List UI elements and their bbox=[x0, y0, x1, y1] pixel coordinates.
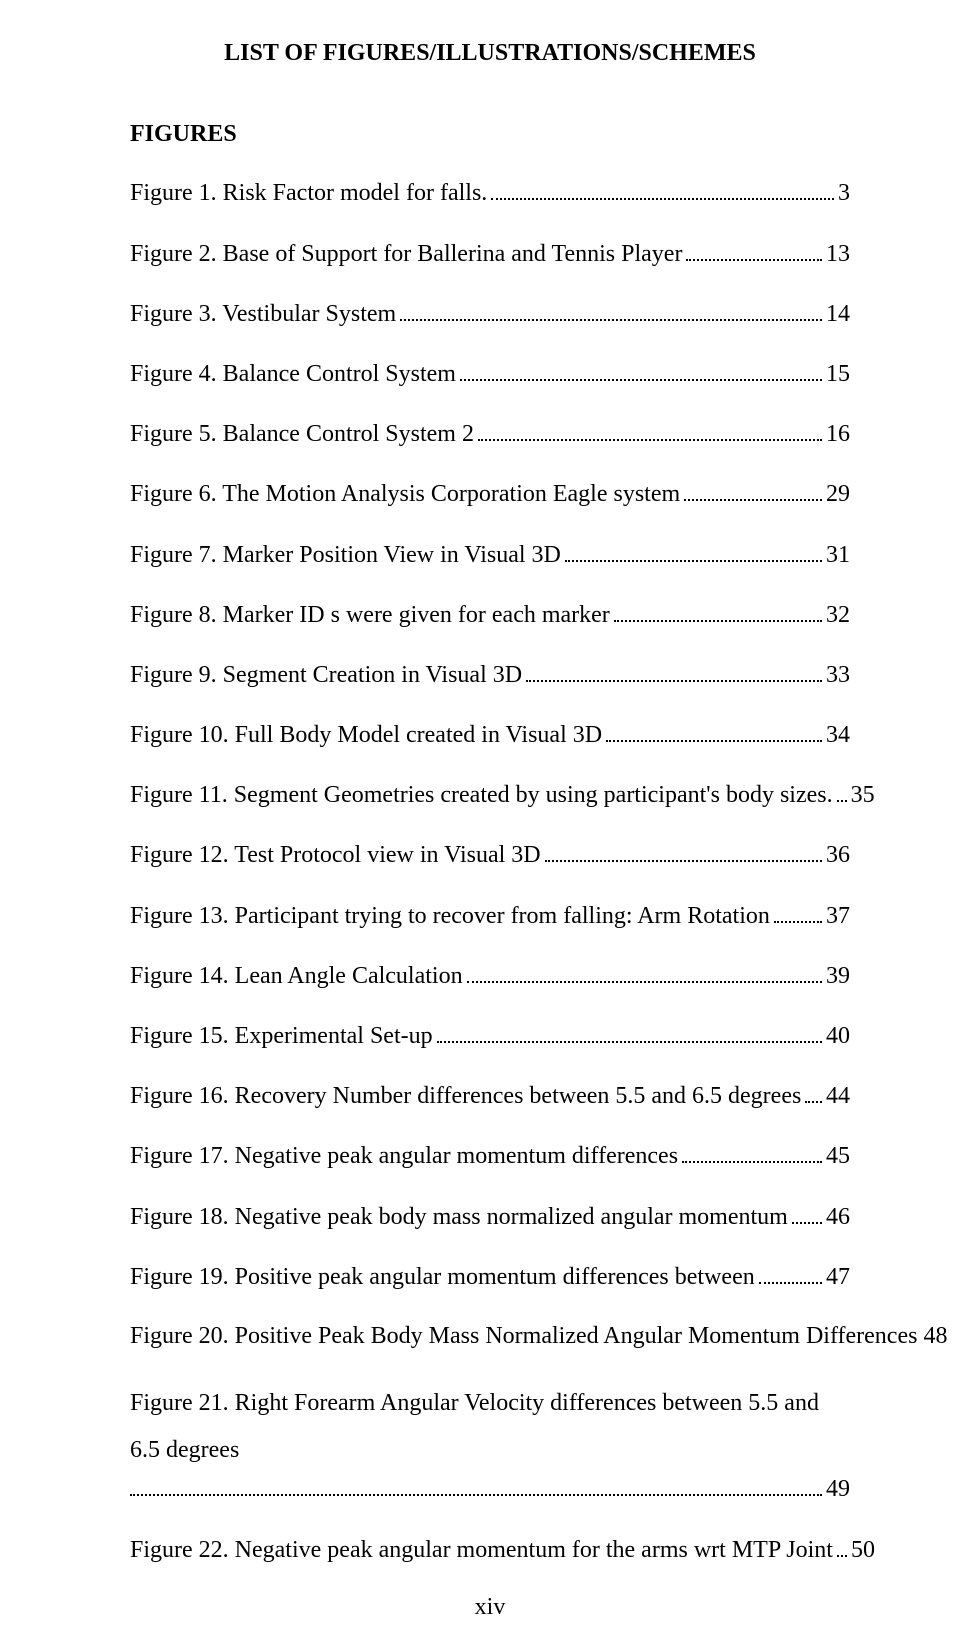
figure-page: 29 bbox=[826, 480, 850, 509]
figure-label: Figure 21. Right Forearm Angular Velocit… bbox=[130, 1380, 850, 1474]
leader-dots bbox=[684, 479, 822, 501]
section-heading: FIGURES bbox=[130, 121, 850, 148]
figure-label: Figure 11. Segment Geometries created by… bbox=[130, 781, 833, 810]
figure-page: 16 bbox=[826, 420, 850, 449]
list-item: Figure 13. Participant trying to recover… bbox=[130, 900, 850, 930]
page-container: LIST OF FIGURES/ILLUSTRATIONS/SCHEMES FI… bbox=[0, 0, 960, 1651]
figure-page: 33 bbox=[826, 661, 850, 690]
figure-page: 37 bbox=[826, 902, 850, 931]
list-item: Figure 7. Marker Position View in Visual… bbox=[130, 539, 850, 569]
leader-dots bbox=[565, 539, 822, 561]
list-item: Figure 14. Lean Angle Calculation 39 bbox=[130, 960, 850, 990]
list-item: Figure 2. Base of Support for Ballerina … bbox=[130, 238, 850, 268]
list-item: Figure 4. Balance Control System 15 bbox=[130, 359, 850, 389]
page-number: xiv bbox=[130, 1594, 850, 1621]
list-item: Figure 21. Right Forearm Angular Velocit… bbox=[130, 1380, 850, 1504]
list-item: Figure 9. Segment Creation in Visual 3D 3… bbox=[130, 660, 850, 690]
figure-page: 46 bbox=[826, 1203, 850, 1232]
figure-page: 49 bbox=[826, 1475, 850, 1504]
leader-dots bbox=[837, 780, 847, 802]
figure-label: Figure 19. Positive peak angular momentu… bbox=[130, 1263, 755, 1292]
leader-dots bbox=[805, 1081, 822, 1103]
leader-dots bbox=[478, 419, 822, 441]
figure-label: Figure 13. Participant trying to recover… bbox=[130, 902, 770, 931]
leader-dots bbox=[491, 178, 834, 200]
list-item: Figure 18. Negative peak body mass norma… bbox=[130, 1201, 850, 1231]
list-item: Figure 22. Negative peak angular momentu… bbox=[130, 1534, 850, 1564]
list-item: Figure 19. Positive peak angular momentu… bbox=[130, 1261, 850, 1291]
figure-page: 40 bbox=[826, 1022, 850, 1051]
list-item: Figure 12. Test Protocol view in Visual … bbox=[130, 840, 850, 870]
list-item: Figure 3. Vestibular System 14 bbox=[130, 298, 850, 328]
figure-page: 45 bbox=[826, 1142, 850, 1171]
leader-dots bbox=[686, 238, 822, 260]
figure-page: 50 bbox=[851, 1536, 875, 1565]
figure-label: Figure 1. Risk Factor model for falls. bbox=[130, 179, 487, 208]
leader-dots bbox=[130, 1474, 822, 1496]
leader-dots bbox=[437, 1021, 822, 1043]
figure-page: 39 bbox=[826, 962, 850, 991]
figure-page: 36 bbox=[826, 841, 850, 870]
leader-dots bbox=[460, 359, 822, 381]
figure-page: 31 bbox=[826, 541, 850, 570]
leader-dots bbox=[774, 900, 822, 922]
figure-label: Figure 15. Experimental Set-up bbox=[130, 1022, 433, 1051]
list-item: Figure 15. Experimental Set-up 40 bbox=[130, 1021, 850, 1051]
figure-page: 13 bbox=[826, 240, 850, 269]
leader-dots bbox=[545, 840, 822, 862]
figure-label: Figure 22. Negative peak angular momentu… bbox=[130, 1536, 833, 1565]
figure-label: Figure 5. Balance Control System 2 bbox=[130, 420, 474, 449]
figure-label: Figure 7. Marker Position View in Visual… bbox=[130, 541, 561, 570]
figure-label: Figure 14. Lean Angle Calculation bbox=[130, 962, 463, 991]
leader-dots bbox=[614, 599, 822, 621]
figure-label: Figure 12. Test Protocol view in Visual … bbox=[130, 841, 541, 870]
figure-label: Figure 6. The Motion Analysis Corporatio… bbox=[130, 480, 680, 509]
list-item: Figure 6. The Motion Analysis Corporatio… bbox=[130, 479, 850, 509]
figure-page: 47 bbox=[826, 1263, 850, 1292]
list-item: Figure 10. Full Body Model created in Vi… bbox=[130, 720, 850, 750]
figure-label: Figure 4. Balance Control System bbox=[130, 360, 456, 389]
figure-label: Figure 17. Negative peak angular momentu… bbox=[130, 1142, 678, 1171]
list-item: Figure 11. Segment Geometries created by… bbox=[130, 780, 850, 810]
page-title: LIST OF FIGURES/ILLUSTRATIONS/SCHEMES bbox=[130, 40, 850, 67]
leader-dots bbox=[759, 1261, 822, 1283]
figure-label: Figure 10. Full Body Model created in Vi… bbox=[130, 721, 602, 750]
figure-page: 32 bbox=[826, 601, 850, 630]
figure-label: Figure 18. Negative peak body mass norma… bbox=[130, 1203, 788, 1232]
figure-label: Figure 16. Recovery Number differences b… bbox=[130, 1082, 801, 1111]
figure-label: Figure 8. Marker ID s were given for eac… bbox=[130, 601, 610, 630]
list-item: Figure 1. Risk Factor model for falls. 3 bbox=[130, 178, 850, 208]
leader-dots bbox=[792, 1201, 822, 1223]
figure-label: Figure 2. Base of Support for Ballerina … bbox=[130, 240, 682, 269]
figure-label: Figure 3. Vestibular System bbox=[130, 300, 396, 329]
leader-dots bbox=[400, 298, 822, 320]
figure-page: 44 bbox=[826, 1082, 850, 1111]
figures-list: Figure 1. Risk Factor model for falls.3F… bbox=[130, 178, 850, 1564]
figure-label: Figure 9. Segment Creation in Visual 3D bbox=[130, 661, 522, 690]
figure-page: 15 bbox=[826, 360, 850, 389]
list-item: Figure 20. Positive Peak Body Mass Norma… bbox=[130, 1322, 850, 1351]
figure-label: Figure 20. Positive Peak Body Mass Norma… bbox=[130, 1322, 917, 1351]
figure-page: 35 bbox=[851, 781, 875, 810]
list-item: Figure 5. Balance Control System 2 16 bbox=[130, 419, 850, 449]
leader-dots bbox=[526, 660, 822, 682]
figure-page: 14 bbox=[826, 300, 850, 329]
list-item: Figure 16. Recovery Number differences b… bbox=[130, 1081, 850, 1111]
leader-dots bbox=[682, 1141, 822, 1163]
figure-page: 3 bbox=[838, 179, 850, 208]
list-item: Figure 17. Negative peak angular momentu… bbox=[130, 1141, 850, 1171]
figure-page: 48 bbox=[923, 1322, 947, 1351]
leader-dots bbox=[606, 720, 822, 742]
leader-dots bbox=[467, 960, 822, 982]
leader-dots bbox=[837, 1534, 847, 1556]
list-item: Figure 8. Marker ID s were given for eac… bbox=[130, 599, 850, 629]
figure-page: 34 bbox=[826, 721, 850, 750]
